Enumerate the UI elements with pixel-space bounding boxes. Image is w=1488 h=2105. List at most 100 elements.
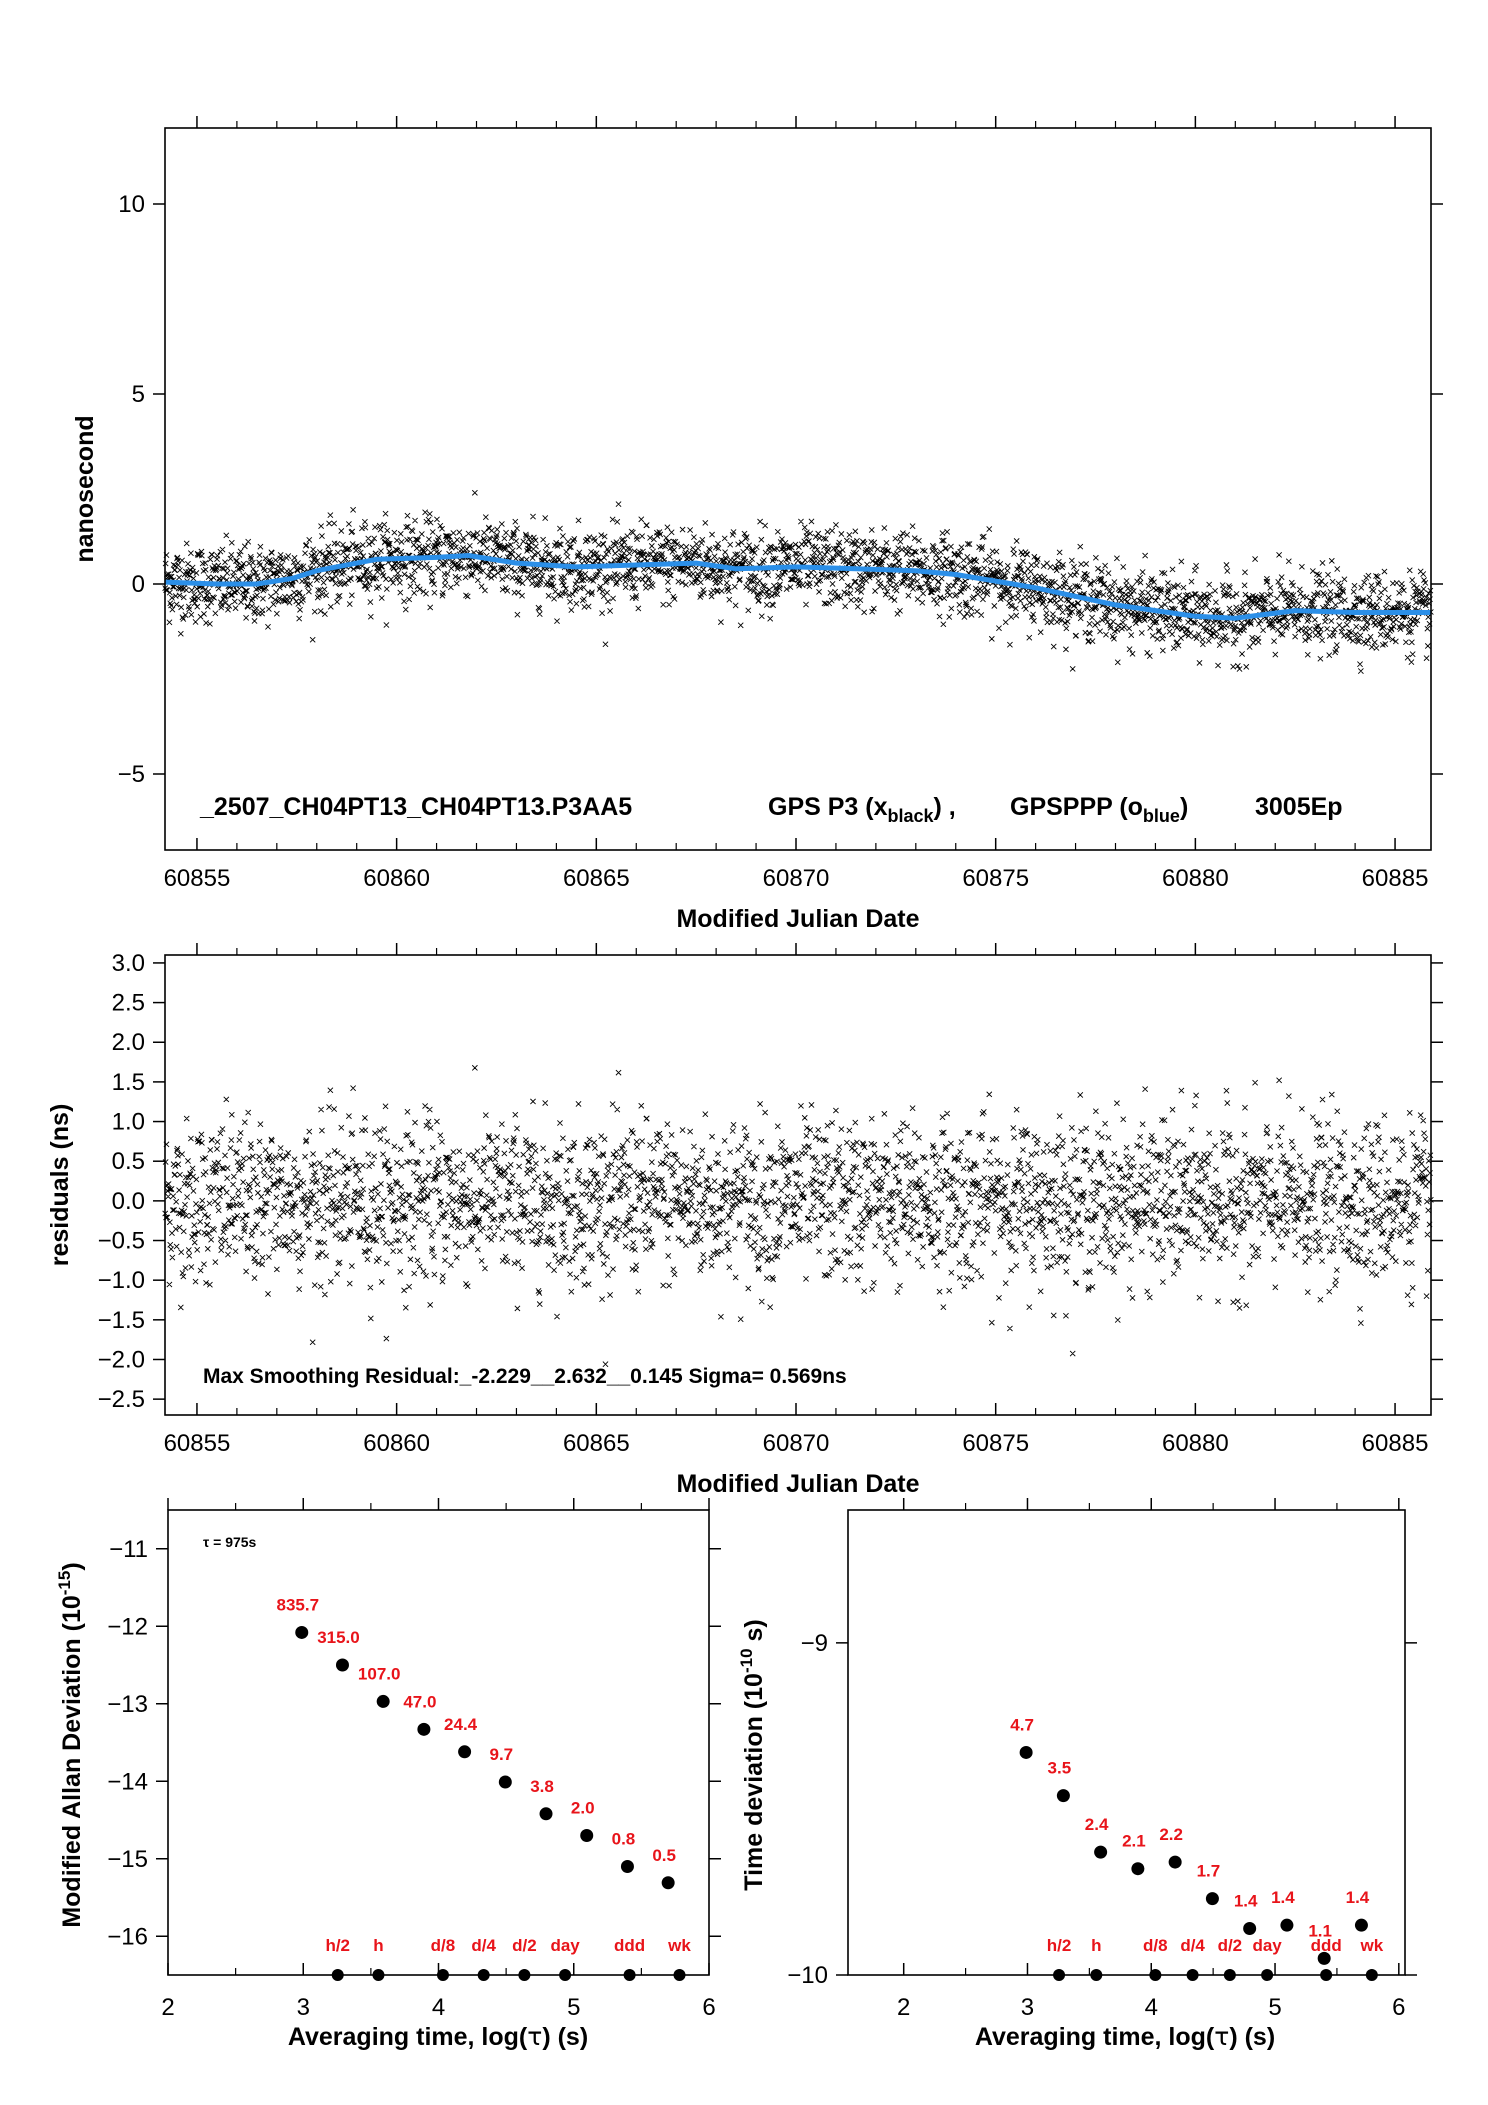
epoch-count-text: 3005Ep: [1255, 793, 1343, 821]
interval-marker: [1320, 1969, 1333, 1981]
point-value-label: 3.8: [530, 1777, 554, 1796]
residuals-ylabel: residuals (ns): [46, 1104, 74, 1267]
time-offset-axes: 60855 60860 60865 60870 60875 60880 60885 −5 0 5 1…: [118, 116, 1443, 892]
interval-marker: [673, 1969, 686, 1981]
x-tick-label: 60855: [164, 1430, 231, 1457]
y-tick-label: −9: [801, 1630, 828, 1657]
interval-marker: [518, 1969, 531, 1981]
time-offset-ylabel: nanosecond: [71, 415, 99, 562]
y-tick-label: 1.0: [112, 1109, 145, 1136]
interval-marker: [436, 1969, 449, 1981]
x-tick-label: 60880: [1162, 1430, 1229, 1457]
y-tick-label: −2.5: [98, 1386, 145, 1413]
interval-marker-label: day: [1252, 1936, 1282, 1955]
tdev-plot-frame: [847, 1509, 1406, 1976]
deviation-point: [1168, 1855, 1182, 1869]
tdev-xlabel-text: Averaging time, log(: [975, 2023, 1215, 2051]
interval-marker: [1261, 1969, 1274, 1981]
deviation-point: [335, 1658, 349, 1672]
interval-marker: [1365, 1969, 1378, 1981]
deviation-point: [1317, 1951, 1331, 1965]
point-value-label: 24.4: [444, 1715, 478, 1734]
interval-marker-label: h/2: [1047, 1936, 1072, 1955]
time-offset-panel: 60855 60860 60865 60870 60875 60880 60885 −5 0 5 1…: [71, 116, 1443, 933]
tdev-ylabel-exponent: -10: [737, 1648, 756, 1673]
y-tick-label: −2.0: [98, 1346, 145, 1373]
x-tick-label: 3: [1021, 1994, 1034, 2021]
point-value-label: 2.0: [571, 1799, 595, 1818]
y-tick-label: −16: [107, 1923, 148, 1950]
deviation-point: [295, 1625, 309, 1639]
interval-marker-label: d/8: [1143, 1936, 1168, 1955]
mdev-ylabel-text: Modified Allan Deviation (10: [58, 1595, 86, 1927]
point-value-label: 2.1: [1122, 1832, 1146, 1851]
mdev-ylabel: Modified Allan Deviation (10-15): [55, 1562, 86, 1927]
x-tick-label: 6: [1392, 1994, 1405, 2021]
deviation-point: [1094, 1845, 1108, 1859]
mdev-xlabel-text: Averaging time, log(: [288, 2023, 528, 2051]
interval-marker: [623, 1969, 636, 1981]
interval-marker-label: h/2: [325, 1936, 350, 1955]
x-tick-label: 4: [1145, 1994, 1158, 2021]
tdev-ylabel-end: s): [740, 1619, 768, 1648]
interval-marker: [477, 1969, 490, 1981]
deviation-point: [1243, 1922, 1257, 1935]
tdev-ylabel-text: Time deviation (10: [740, 1673, 768, 1891]
point-value-label: 0.8: [612, 1830, 636, 1849]
point-value-label: 1.4: [1271, 1888, 1295, 1907]
legend-gps-p3-end: ) ,: [934, 793, 956, 821]
time-offset-annotation: _2507_CH04PT13_CH04PT13.P3AA5 GPS P3 (xb…: [199, 793, 1343, 826]
deviation-point: [1056, 1789, 1070, 1803]
y-tick-label: −13: [107, 1691, 148, 1718]
legend-gps-p3-subscript: black: [888, 806, 935, 826]
mdev-ylabel-end: ): [58, 1562, 86, 1570]
interval-marker: [331, 1969, 344, 1981]
x-tick-label: 60885: [1362, 1430, 1429, 1457]
mdev-axes: 2 3 4 5 6 −16 −15 −14 −13 −12 −11: [107, 1498, 721, 2021]
mdev-xlabel-tau: τ: [527, 2022, 542, 2051]
mdev-ylabel-exponent: -15: [55, 1571, 74, 1596]
deviation-point: [417, 1722, 431, 1736]
tdev-xlabel: Averaging time, log(τ) (s): [975, 2022, 1275, 2051]
x-tick-label: 60860: [363, 865, 430, 892]
interval-marker: [372, 1969, 385, 1981]
deviation-point: [1019, 1745, 1033, 1759]
x-tick-label: 6: [702, 1994, 715, 2021]
interval-marker-label: d/2: [512, 1936, 537, 1955]
x-tick-label: 60870: [763, 1430, 830, 1457]
point-value-label: 835.7: [276, 1595, 319, 1614]
interval-marker: [559, 1969, 572, 1981]
x-tick-label: 5: [567, 1994, 580, 2021]
tdev-points: 4.7 3.5 2.4 2.1 2.2 1.7 1.4 1.4 1.1 1.4 h/2 h d/8 d/4…: [1010, 1715, 1384, 1981]
y-tick-label: −11: [109, 1536, 148, 1563]
y-tick-label: −0.5: [98, 1228, 145, 1255]
deviation-point: [539, 1807, 553, 1821]
legend-gpsppp-subscript: blue: [1143, 806, 1180, 826]
point-value-label: 2.4: [1085, 1815, 1109, 1834]
point-value-label: 2.2: [1159, 1825, 1183, 1844]
residuals-axes: 60855 60860 60865 60870 60875 60880 60885 −2.5 −…: [98, 943, 1443, 1457]
x-tick-label: 60865: [563, 1430, 630, 1457]
interval-marker: [1223, 1969, 1236, 1981]
y-tick-label: 0.0: [112, 1188, 145, 1215]
deviation-point: [1280, 1918, 1294, 1932]
deviation-point: [620, 1860, 634, 1873]
interval-marker-label: day: [550, 1936, 580, 1955]
deviation-point: [1354, 1918, 1368, 1932]
residuals-annotation: Max Smoothing Residual:_-2.229__2.632__0…: [203, 1365, 847, 1388]
tdev-xlabel-tau: τ: [1214, 2022, 1229, 2051]
point-value-label: 3.5: [1048, 1759, 1072, 1778]
time-offset-xlabel: Modified Julian Date: [676, 905, 919, 933]
y-tick-label: 2.5: [112, 990, 145, 1017]
point-value-label: 1.4: [1346, 1888, 1370, 1907]
interval-marker-label: d/4: [471, 1936, 496, 1955]
point-value-label: 9.7: [489, 1745, 513, 1764]
legend-gpsppp: GPSPPP (o: [1010, 793, 1143, 821]
interval-marker-label: wk: [667, 1936, 691, 1955]
deviation-point: [580, 1829, 594, 1842]
tdev-axes: 2 3 4 5 6 −10 −9: [787, 1498, 1417, 2021]
y-tick-label: 0.5: [112, 1148, 145, 1175]
x-tick-label: 60865: [563, 865, 630, 892]
y-tick-label: 5: [132, 381, 145, 408]
